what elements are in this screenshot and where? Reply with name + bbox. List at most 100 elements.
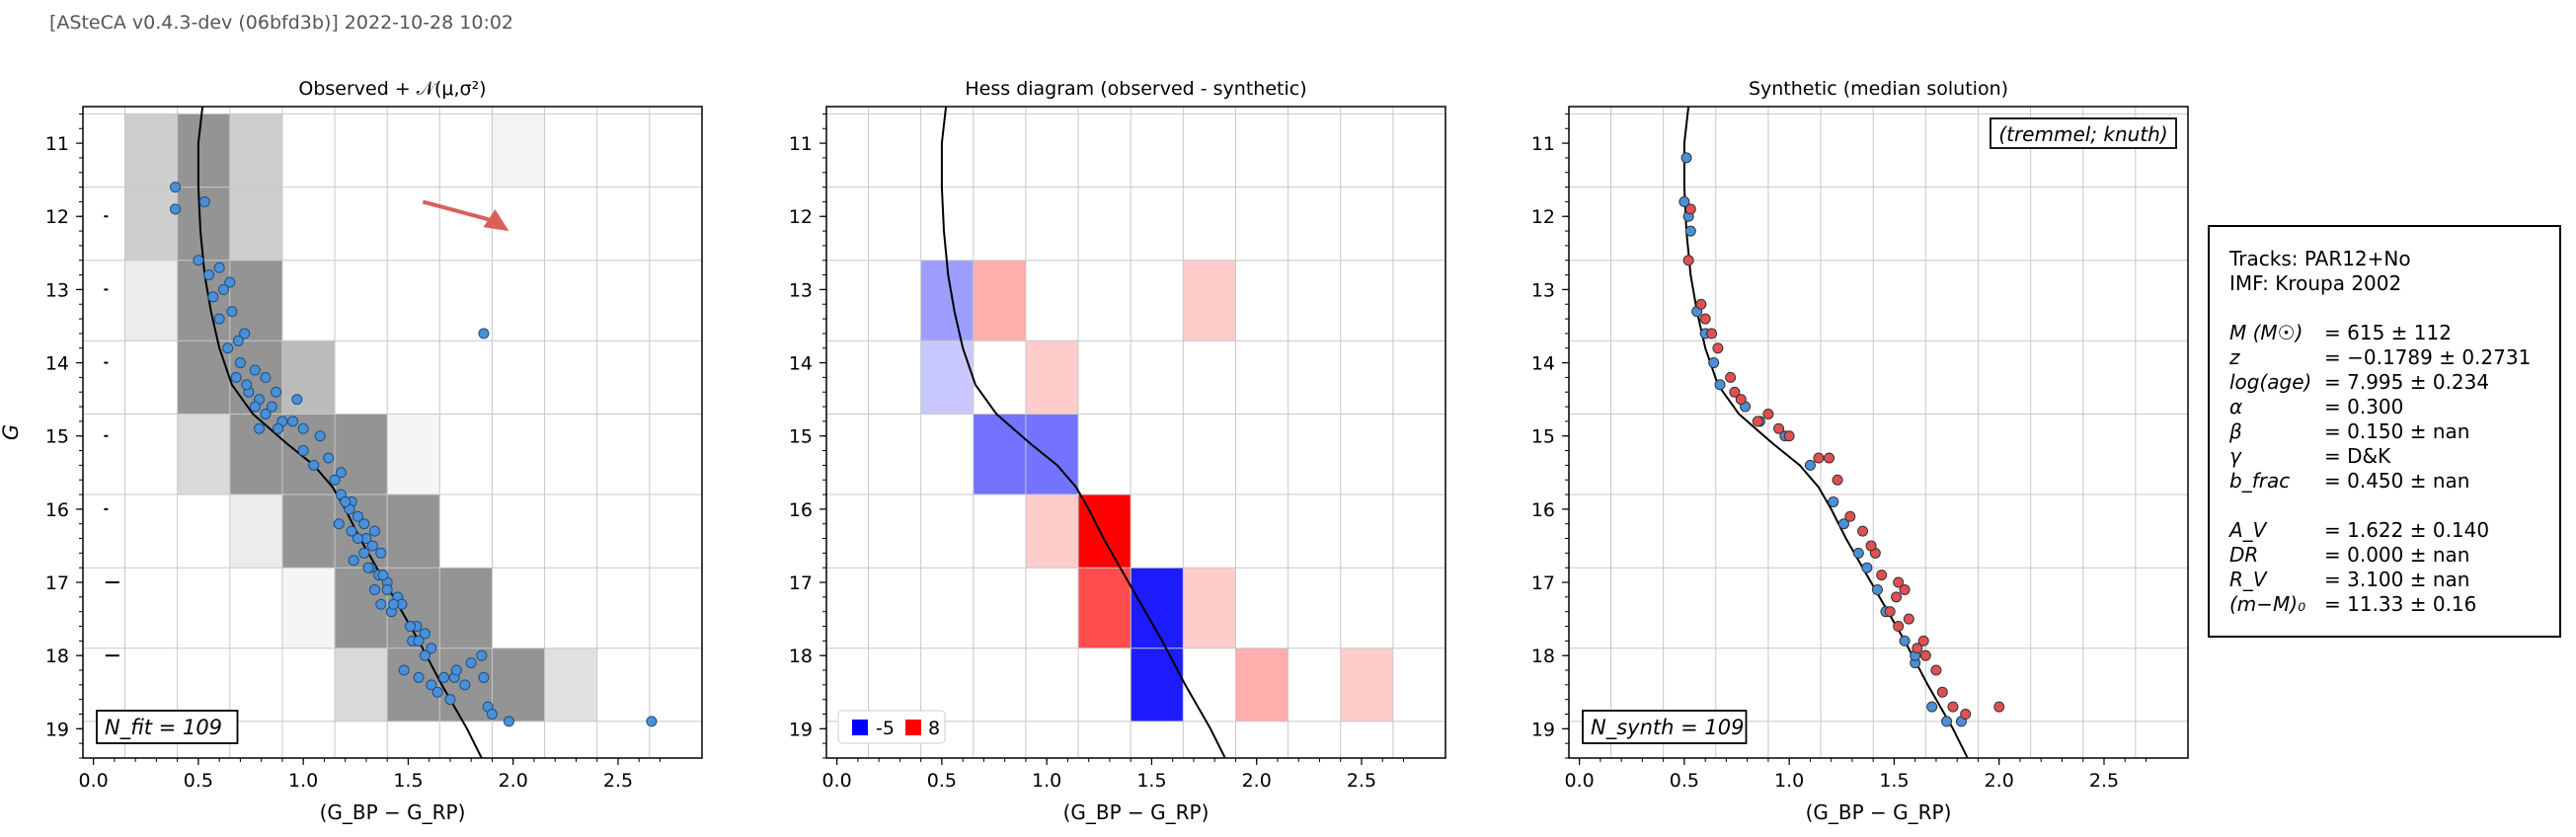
observed-star-point	[249, 364, 261, 376]
synthetic-binary-star	[1752, 416, 1763, 427]
synthetic-binary-star	[1699, 313, 1711, 325]
legend-label-max: 8	[928, 718, 940, 739]
observed-star-point	[444, 694, 456, 706]
observed-star-point	[226, 306, 238, 318]
y-tick-label: 15	[789, 426, 813, 448]
observed-star-point	[476, 649, 488, 661]
legend-swatch-blue	[852, 720, 868, 735]
synthetic-single-star	[1852, 547, 1864, 559]
x-tick-label: 2.5	[603, 770, 633, 792]
chart-panel-3: 0.0 0.5 1.0 1.5 2.0 2.5 11 12 13 14 15 16 17 18 19 Synt…	[1531, 78, 2189, 824]
hess-diff-cell	[1235, 647, 1288, 722]
synthetic-single-star	[1678, 195, 1690, 207]
hess-cell	[281, 568, 336, 648]
observed-star-point	[333, 518, 345, 530]
parameter-name: γ	[2229, 444, 2241, 468]
y-tick-label: 14	[789, 353, 813, 375]
parameter-name: b_frac	[2229, 469, 2291, 493]
y-tick-label: 12	[1531, 206, 1555, 228]
y-tick-label: 19	[789, 719, 813, 740]
hess-cell	[229, 495, 282, 569]
observed-star-point	[314, 430, 326, 442]
parameter-row: γ = D&K	[2229, 444, 2559, 469]
x-tick-label: 1.5	[393, 770, 423, 792]
panel-title: Observed + 𝒩(μ,σ²)	[298, 78, 486, 100]
hess-diff-cell	[1025, 341, 1079, 415]
hess-cell	[439, 568, 493, 648]
observed-star-point	[351, 510, 363, 522]
y-tick-label: 13	[45, 279, 69, 301]
hess-diff-cell	[920, 341, 974, 415]
synthetic-binary-star	[1725, 371, 1737, 383]
observed-star-point	[329, 474, 341, 486]
hess-cell	[387, 414, 440, 495]
observed-star-point	[213, 313, 225, 325]
parameter-row	[2229, 494, 2559, 518]
observed-star-point	[358, 547, 370, 559]
x-tick-label: 1.5	[1136, 770, 1166, 792]
synthetic-binary-star	[1891, 591, 1903, 603]
observed-star-point	[450, 664, 462, 676]
parameter-name: M (M☉)	[2229, 321, 2303, 344]
y-tick-label: 19	[1531, 719, 1555, 740]
y-tick-label: 18	[45, 646, 69, 667]
synthetic-binary-star	[1706, 328, 1718, 340]
parameter-row: b_frac = 0.450 ± nan	[2229, 469, 2559, 494]
observed-star-point	[266, 401, 277, 413]
observed-star-point	[368, 583, 380, 595]
synthetic-binary-star	[1684, 203, 1696, 215]
observed-star-point	[459, 679, 471, 691]
parameter-row: A_V = 1.622 ± 0.140	[2229, 518, 2559, 543]
observed-star-point	[335, 467, 347, 479]
hess-cell	[229, 260, 282, 342]
hess-diff-cell	[973, 260, 1026, 342]
parameter-value: = 0.150 ± nan	[2324, 419, 2470, 443]
parameter-value: = 615 ± 112	[2324, 321, 2452, 344]
app-version-header: [ASteCA v0.4.3-dev (06bfd3b)] 2022-10-28…	[49, 12, 514, 34]
x-tick-label: 0.0	[822, 770, 852, 792]
hess-cell	[124, 260, 178, 342]
x-tick-label: 2.5	[2089, 770, 2119, 792]
x-tick-label: 0.0	[79, 770, 109, 792]
observed-star-point	[297, 422, 309, 434]
x-tick-label: 1.0	[288, 770, 318, 792]
observed-star-point	[405, 621, 417, 633]
synthetic-binary-star	[1695, 298, 1707, 310]
parameter-name: R_V	[2229, 568, 2267, 591]
synthetic-binary-star	[1917, 635, 1929, 647]
hess-diff-cell	[1340, 647, 1393, 722]
observed-star-point	[348, 555, 359, 567]
synthetic-single-star	[1926, 701, 1938, 713]
hess-cell	[281, 495, 336, 569]
observed-star-point	[419, 628, 430, 640]
method-box-label: (tremmel; knuth)	[1998, 122, 2167, 146]
y-tick-label: 15	[45, 426, 69, 448]
synthetic-single-star	[1871, 583, 1883, 595]
synthetic-binary-star	[1936, 686, 1948, 698]
synthetic-binary-star	[1844, 510, 1856, 522]
panel-title: Hess diagram (observed - synthetic)	[965, 78, 1306, 100]
parameter-row: α = 0.300	[2229, 395, 2559, 419]
observed-star-point	[193, 255, 204, 266]
observed-star-point	[381, 583, 393, 595]
observed-star-point	[465, 657, 477, 669]
synthetic-binary-star	[1947, 701, 1959, 713]
legend-swatch-red	[905, 720, 921, 735]
parameter-value: = 0.450 ± nan	[2324, 469, 2470, 493]
n-fit-label: N_fit = 109	[105, 716, 222, 740]
hess-cell	[335, 647, 388, 722]
parameter-row: z = −0.1789 ± 0.2731	[2229, 345, 2559, 370]
synthetic-binary-star	[1735, 394, 1747, 406]
synthetic-binary-star	[1824, 452, 1835, 464]
synthetic-binary-star	[1912, 643, 1923, 654]
observed-star-point	[362, 562, 374, 573]
observed-star-point	[222, 342, 234, 354]
synthetic-binary-star	[1832, 474, 1843, 486]
hess-diff-cell	[1025, 495, 1079, 569]
y-tick-label: 14	[45, 353, 69, 375]
y-tick-label: 18	[789, 646, 813, 667]
y-tick-label: 11	[1531, 133, 1555, 155]
y-axis-label: G	[0, 424, 23, 440]
observed-star-point	[224, 276, 236, 288]
